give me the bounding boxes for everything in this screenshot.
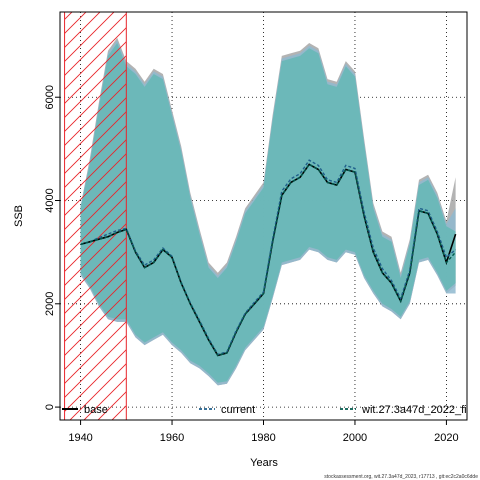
confidence-bands bbox=[80, 37, 456, 386]
y-axis-title: SSB bbox=[13, 205, 25, 227]
legend-label-current: current bbox=[221, 404, 255, 416]
legend-label-wit.27.3a47d_2022_fi: wit.27.3a47d_2022_fi bbox=[361, 404, 467, 416]
x-tick-label-1940: 1940 bbox=[68, 432, 92, 444]
hatched-region bbox=[64, 11, 127, 421]
x-axis-title: Years bbox=[250, 457, 278, 469]
x-tick-label-1980: 1980 bbox=[251, 432, 275, 444]
x-tick-label-1960: 1960 bbox=[160, 432, 184, 444]
series-lines bbox=[80, 159, 457, 357]
series-line-current bbox=[80, 159, 457, 356]
y-tick-label-0: 0 bbox=[44, 404, 56, 410]
series-line-wit.27.3a47d_2022_fi bbox=[80, 163, 457, 357]
axis-ticks: 1940 1960 1980 2000 2020 0 2000 4000 6000 bbox=[44, 85, 459, 444]
y-tick-label-6000: 6000 bbox=[44, 85, 56, 109]
y-tick-label-4000: 4000 bbox=[44, 188, 56, 212]
legend: base current wit.27.3a47d_2022_fi bbox=[62, 404, 467, 416]
y-tick-label-2000: 2000 bbox=[44, 292, 56, 316]
x-tick-label-2000: 2000 bbox=[343, 432, 367, 444]
band-wit.27.3a47d_2022_fi bbox=[80, 43, 456, 383]
footnote: stockassessment.org, wit.27.3a47d_2023, … bbox=[324, 474, 478, 480]
x-tick-label-2020: 2020 bbox=[434, 432, 458, 444]
legend-label-base: base bbox=[84, 404, 108, 416]
